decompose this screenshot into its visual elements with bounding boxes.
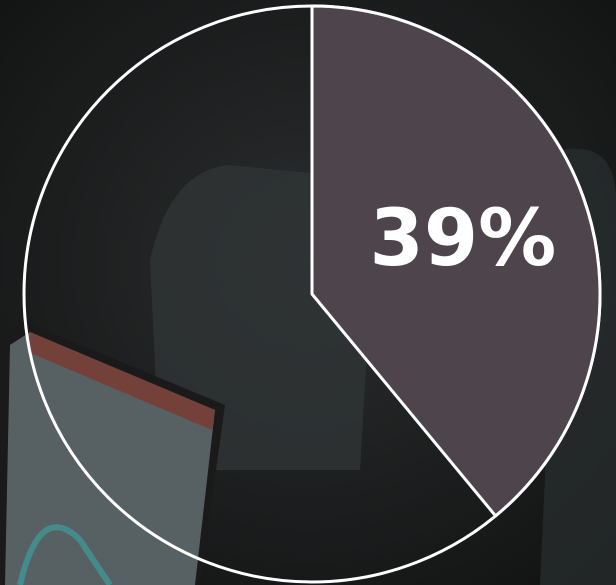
value-label: 39% [370, 194, 557, 284]
chart: 39% [0, 0, 616, 585]
page: {"chart_data": {"type": "pie", "values":… [0, 0, 616, 585]
